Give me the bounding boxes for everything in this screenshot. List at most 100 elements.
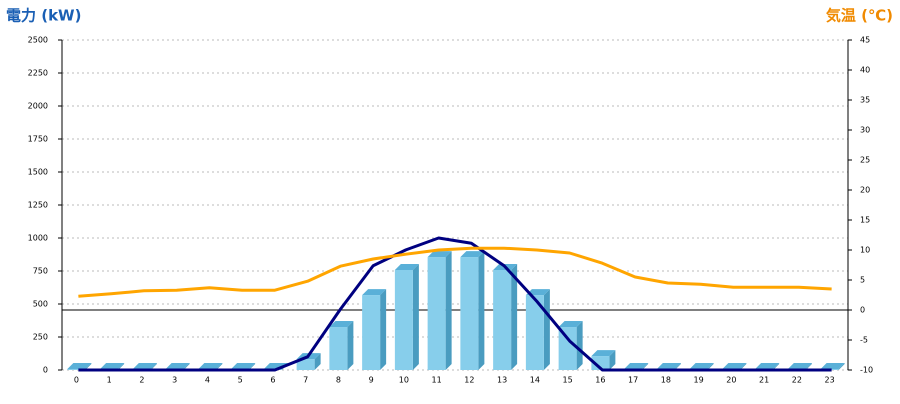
bar	[296, 359, 315, 370]
bar-side	[380, 289, 387, 370]
bar	[427, 257, 446, 370]
x-tick-label: 10	[399, 376, 409, 385]
bar-top	[787, 363, 812, 369]
bar-top	[558, 321, 583, 328]
bar	[394, 270, 413, 370]
x-tick-label: 20	[726, 376, 736, 385]
bar-side	[412, 264, 419, 370]
y2-tick-label: 40	[860, 66, 870, 75]
x-tick-label: 6	[270, 376, 275, 385]
y-tick-label: 2250	[28, 69, 48, 78]
x-tick-label: 4	[205, 376, 210, 385]
bar-top	[624, 363, 649, 369]
bar-top	[820, 363, 845, 369]
bar-side	[576, 321, 583, 370]
y-tick-label: 1500	[28, 168, 48, 177]
bar-top	[591, 350, 616, 357]
line	[78, 246, 832, 298]
y-tick-label: 1750	[28, 135, 48, 144]
x-tick-label: 17	[628, 376, 638, 385]
x-tick-label: 9	[369, 376, 374, 385]
x-tick-label: 5	[238, 376, 243, 385]
y2-tick-label: -5	[860, 336, 868, 345]
bar-side	[609, 350, 616, 370]
bar-side	[838, 363, 845, 370]
bar-side	[543, 289, 550, 370]
bar	[525, 295, 544, 370]
bar-side	[773, 363, 780, 370]
bar-side	[150, 363, 157, 370]
bar-side	[118, 363, 125, 370]
bar	[362, 295, 381, 370]
bar-top	[656, 363, 681, 369]
x-tick-label: 12	[464, 376, 474, 385]
bar-top	[198, 363, 223, 369]
bar-side	[314, 353, 321, 370]
y2-tick-label: 15	[860, 216, 870, 225]
y2-tick-label: 25	[860, 156, 870, 165]
x-tick-label: 21	[759, 376, 769, 385]
bar-side	[445, 251, 452, 370]
y2-tick-label: -10	[860, 366, 873, 375]
bar-top	[362, 289, 387, 296]
y2-tick-label: 20	[860, 186, 870, 195]
x-tick-label: 23	[825, 376, 835, 385]
bar-side	[707, 363, 714, 370]
y-tick-label: 2000	[28, 102, 48, 111]
y2-tick-label: 5	[860, 276, 865, 285]
y-tick-label: 250	[33, 333, 48, 342]
x-tick-label: 15	[563, 376, 573, 385]
x-tick-label: 0	[74, 376, 79, 385]
y2-axis-title: 気温 (℃)	[826, 7, 893, 25]
y-tick-label: 0	[43, 366, 48, 375]
bar-side	[478, 251, 485, 370]
bar-side	[740, 363, 747, 370]
bar-side	[85, 363, 92, 370]
y2-tick-label: 45	[860, 36, 870, 45]
x-tick-label: 19	[694, 376, 704, 385]
x-tick-label: 14	[530, 376, 540, 385]
bar	[460, 257, 479, 370]
x-tick-label: 22	[792, 376, 802, 385]
bar-side	[642, 363, 649, 370]
bar-top	[100, 363, 125, 369]
bar-side	[216, 363, 223, 370]
y-tick-label: 1250	[28, 201, 48, 210]
bar-side	[805, 363, 812, 370]
y2-tick-label: 10	[860, 246, 870, 255]
x-tick-label: 8	[336, 376, 341, 385]
bar-top	[329, 321, 354, 328]
bar	[67, 369, 86, 370]
x-tick-label: 16	[595, 376, 605, 385]
x-tick-label: 11	[432, 376, 442, 385]
x-tick-label: 3	[172, 376, 177, 385]
bar-top	[689, 363, 714, 369]
x-tick-label: 2	[139, 376, 144, 385]
bar-top	[231, 363, 256, 369]
bar	[329, 327, 348, 370]
y-tick-label: 500	[33, 300, 48, 309]
bar-top	[165, 363, 190, 369]
y2-tick-label: 30	[860, 126, 870, 135]
y-axis-title: 電力 (kW)	[6, 7, 81, 25]
y-tick-label: 2500	[28, 36, 48, 45]
bar	[591, 356, 610, 370]
bar-top	[460, 251, 485, 258]
x-tick-label: 7	[303, 376, 308, 385]
y-tick-label: 1000	[28, 234, 48, 243]
y2-tick-label: 0	[860, 306, 865, 315]
x-tick-label: 1	[107, 376, 112, 385]
bar-top	[722, 363, 747, 369]
bar-side	[183, 363, 190, 370]
bar-top	[132, 363, 157, 369]
bar-side	[674, 363, 681, 370]
bar-top	[427, 251, 452, 258]
bar-top	[525, 289, 550, 296]
bar-top	[394, 264, 419, 270]
bar-side	[347, 321, 354, 370]
x-tick-label: 13	[497, 376, 507, 385]
bar-top	[755, 363, 780, 369]
bar-side	[249, 363, 256, 370]
x-tick-label: 18	[661, 376, 671, 385]
